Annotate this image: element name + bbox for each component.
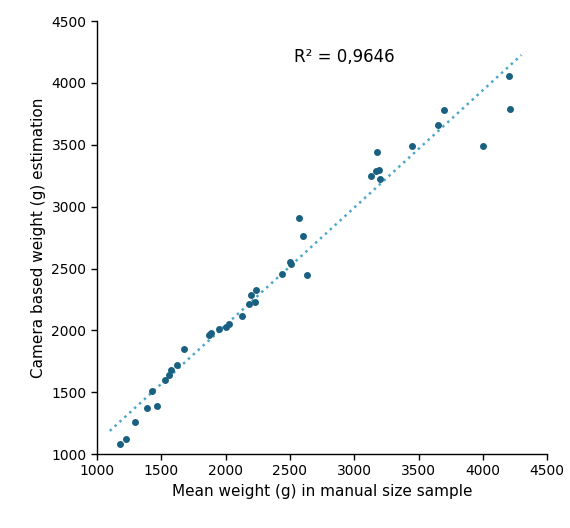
Point	[172, 361, 181, 369]
Point	[247, 290, 256, 299]
Point	[142, 404, 152, 412]
Point	[252, 286, 261, 295]
Point	[122, 435, 131, 444]
Point	[161, 375, 170, 384]
Point	[367, 172, 376, 180]
X-axis label: Mean weight (g) in manual size sample: Mean weight (g) in manual size sample	[172, 484, 473, 499]
Point	[478, 142, 487, 150]
Point	[164, 371, 173, 379]
Point	[238, 312, 247, 320]
Text: R² = 0,9646: R² = 0,9646	[294, 49, 394, 67]
Point	[374, 165, 383, 174]
Point	[244, 300, 253, 309]
Point	[433, 121, 442, 129]
Point	[153, 402, 162, 410]
Point	[131, 418, 140, 426]
Point	[207, 328, 216, 337]
Point	[408, 142, 417, 150]
Point	[286, 258, 295, 267]
Point	[376, 175, 385, 184]
Point	[278, 270, 287, 278]
Point	[148, 387, 157, 395]
Point	[372, 166, 381, 175]
Point	[180, 345, 189, 353]
Point	[251, 298, 260, 306]
Point	[116, 440, 125, 448]
Point	[287, 259, 296, 268]
Point	[373, 148, 382, 156]
Point	[506, 105, 515, 113]
Point	[302, 270, 311, 279]
Y-axis label: Camera based weight (g) estimation: Camera based weight (g) estimation	[31, 97, 46, 378]
Point	[214, 325, 223, 333]
Point	[504, 71, 513, 80]
Point	[204, 331, 213, 340]
Point	[298, 232, 307, 241]
Point	[294, 214, 303, 222]
Point	[166, 366, 176, 374]
Point	[221, 323, 230, 331]
Point	[225, 320, 234, 328]
Point	[439, 106, 449, 115]
